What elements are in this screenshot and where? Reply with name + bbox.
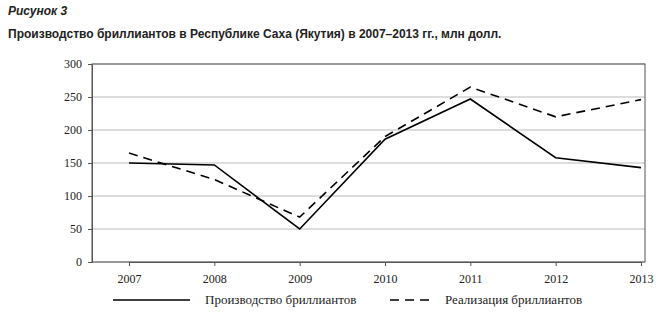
y-tick-mark (88, 130, 92, 131)
y-tick-label: 300 (64, 57, 82, 71)
y-tick-mark (88, 64, 92, 65)
y-tick-label: 100 (64, 189, 82, 203)
legend-swatch (390, 299, 432, 301)
x-tick-mark (385, 262, 386, 266)
grid (92, 64, 645, 262)
x-tick-label: 2007 (118, 272, 142, 286)
x-tick-label: 2012 (544, 272, 568, 286)
y-tick-label: 150 (64, 156, 82, 170)
x-tick-mark (300, 262, 301, 266)
x-tick-mark (641, 262, 642, 266)
legend: Производство бриллиантов Реализация брилл… (113, 292, 582, 307)
x-tick: 2012 (544, 262, 568, 286)
x-tick-mark (214, 262, 215, 266)
x-tick-label: 2011 (459, 272, 483, 286)
plot-frame (92, 64, 645, 262)
series-line (129, 99, 641, 229)
grid-line (92, 130, 645, 131)
x-tick: 2008 (203, 262, 227, 286)
x-tick-mark (470, 262, 471, 266)
x-tick-label: 2009 (288, 272, 312, 286)
x-tick-mark (129, 262, 130, 266)
series-group (129, 87, 641, 229)
y-tick: 0 (76, 255, 92, 269)
x-tick-label: 2008 (203, 272, 227, 286)
x-tick-label: 2013 (630, 272, 654, 286)
y-tick: 300 (64, 57, 92, 71)
x-tick: 2009 (288, 262, 312, 286)
y-tick-mark (88, 163, 92, 164)
legend-swatch (113, 299, 190, 301)
y-tick-mark (88, 229, 92, 230)
x-tick: 2010 (374, 262, 398, 286)
legend-label: Производство бриллиантов (205, 292, 356, 307)
y-tick-label: 50 (70, 222, 82, 236)
x-tick-mark (556, 262, 557, 266)
grid-line (92, 196, 645, 197)
x-tick: 2007 (118, 262, 142, 286)
legend-label: Реализация бриллиантов (445, 292, 582, 307)
y-tick: 150 (64, 156, 92, 170)
y-tick-label: 250 (64, 90, 82, 104)
chart: Рисунок 3 Производство бриллиантов в Респ… (0, 0, 660, 324)
y-tick: 200 (64, 123, 92, 137)
x-axis-line (130, 263, 642, 267)
figure-label: Рисунок 3 (8, 4, 68, 18)
x-tick: 2011 (459, 262, 483, 286)
y-tick: 100 (64, 189, 92, 203)
y-axis: 0 50 100 150 200 250 300 (64, 57, 93, 269)
y-tick-label: 0 (76, 255, 82, 269)
title: Производство бриллиантов в Республике Са… (8, 27, 501, 41)
y-tick-label: 200 (64, 123, 82, 137)
series-line (129, 87, 641, 217)
y-tick-mark (88, 196, 92, 197)
grid-line (92, 229, 645, 230)
y-tick-mark (88, 262, 92, 263)
x-tick: 2013 (630, 262, 654, 286)
y-tick: 50 (70, 222, 92, 236)
y-axis-line (88, 65, 93, 263)
x-axis: 2007 2008 2009 2010 2011 2012 2013 (118, 262, 654, 286)
y-tick-mark (88, 97, 92, 98)
y-tick: 250 (64, 90, 92, 104)
grid-line (92, 97, 645, 98)
x-tick-label: 2010 (374, 272, 398, 286)
